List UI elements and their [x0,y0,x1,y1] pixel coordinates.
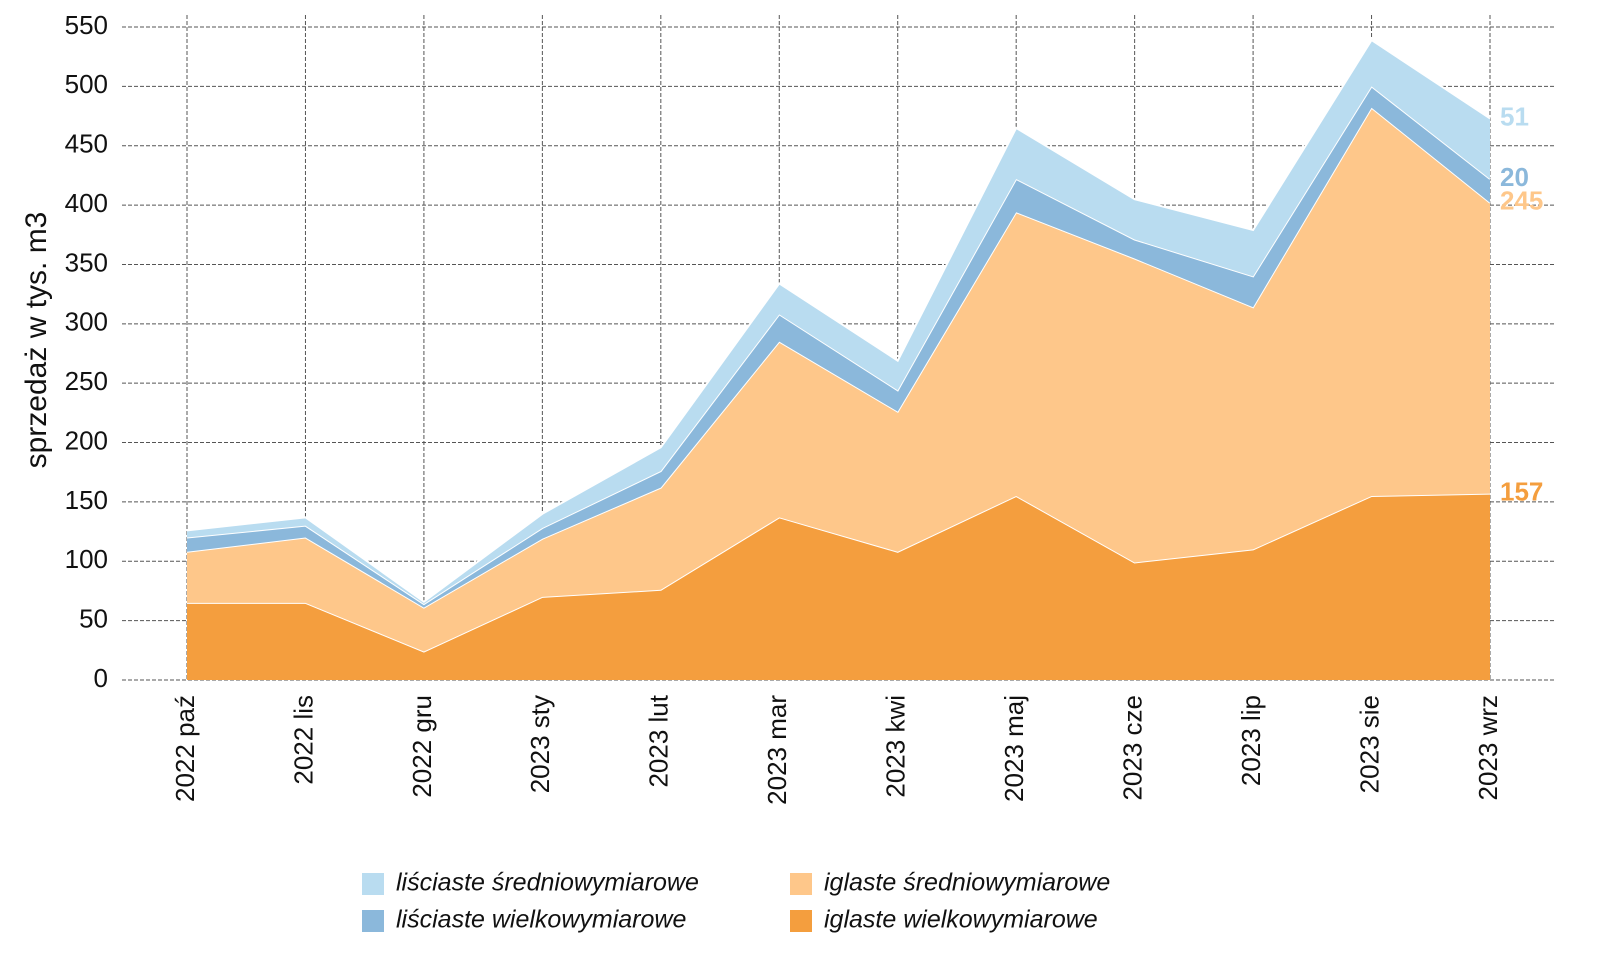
legend-label: iglaste średniowymiarowe [824,869,1110,897]
x-tick-label: 2022 lis [288,695,318,785]
y-tick-label: 100 [65,544,108,574]
legend-label: liściaste średniowymiarowe [396,869,699,897]
y-axis-title: sprzedaż w tys. m3 [20,212,53,469]
y-tick-label: 350 [65,247,108,277]
x-tick-label: 2023 lip [1236,695,1266,786]
x-tick-label: 2022 paź [170,695,200,802]
y-tick-label: 550 [65,10,108,40]
legend-swatch [362,910,384,932]
legend-swatch [790,910,812,932]
value-label: 51 [1500,101,1529,131]
x-tick-label: 2022 gru [407,695,437,798]
y-tick-label: 50 [79,604,108,634]
y-tick-label: 150 [65,485,108,515]
x-tick-label: 2023 maj [999,695,1029,802]
legend-label: iglaste wielkowymiarowe [824,906,1098,934]
y-tick-label: 250 [65,366,108,396]
x-tick-label: 2023 mar [762,695,792,805]
x-tick-label: 2023 sie [1354,695,1384,793]
area-edge [186,38,1491,603]
area [187,493,1490,680]
x-tick-label: 2023 sty [525,695,555,793]
x-tick-label: 2023 wrz [1473,695,1503,801]
x-tick-label: 2023 lut [644,694,674,787]
value-label: 20 [1500,162,1529,192]
y-tick-label: 450 [65,129,108,159]
value-label: 245 [1500,186,1543,216]
y-tick-label: 0 [94,663,108,693]
legend-swatch [790,873,812,895]
y-tick-label: 500 [65,69,108,99]
area-edge [186,84,1491,606]
x-tick-label: 2023 cze [1118,695,1148,801]
x-tick-label: 2023 kwi [881,695,911,798]
y-tick-label: 300 [65,307,108,337]
value-label: 157 [1500,476,1543,506]
y-tick-label: 200 [65,425,108,455]
area [187,107,1490,652]
legend-swatch [362,873,384,895]
y-tick-label: 400 [65,188,108,218]
legend-label: liściaste wielkowymiarowe [396,906,686,934]
